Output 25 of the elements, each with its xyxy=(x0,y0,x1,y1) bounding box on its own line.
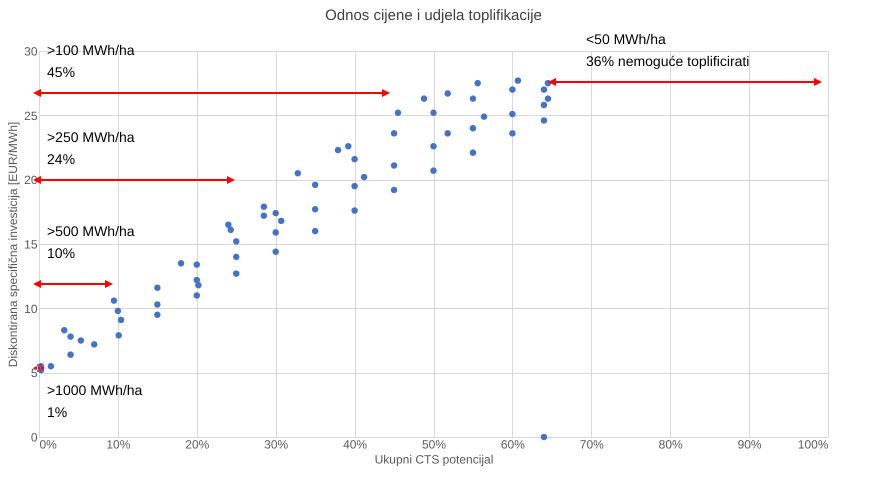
y-tick-label: 15 xyxy=(24,238,38,252)
x-tick-label: 40% xyxy=(343,438,368,452)
chart-title: Odnos cijene i udjela toplifikacije xyxy=(325,7,542,24)
x-axis-title: Ukupni CTS potencijal xyxy=(374,452,494,466)
x-tick-label: 20% xyxy=(185,438,210,452)
annotation: >250 MWh/ha 24% xyxy=(47,129,135,167)
annotation: <50 MWh/ha 36% nemoguće toplificirati xyxy=(586,31,750,69)
y-tick-label: 25 xyxy=(24,108,38,123)
x-tick-label: 70% xyxy=(580,438,604,452)
x-tick-label: 60% xyxy=(500,438,526,452)
x-tick-label: 10% xyxy=(106,438,131,452)
x-tick-label: 30% xyxy=(264,438,289,452)
y-tick-label: 30 xyxy=(24,44,38,58)
y-tick-label: 10 xyxy=(24,302,38,316)
y-tick-label: 0 xyxy=(30,430,38,444)
annotation: >500 MWh/ha 10% xyxy=(47,223,135,261)
x-tick-label: 80% xyxy=(658,438,684,452)
y-axis-title: Diskontirana specifična investicija [EUR/MWh] xyxy=(6,122,20,368)
x-tick-label: 0% xyxy=(40,438,58,452)
x-tick-label: 50% xyxy=(422,438,446,452)
x-tick-label: 100% xyxy=(798,438,829,452)
annotation: >100 MWh/ha 45% xyxy=(47,42,135,80)
y-tick-label: 5 xyxy=(30,366,38,380)
x-tick-label: 90% xyxy=(738,438,762,452)
annotation: >1000 MWh/ha 1% xyxy=(47,382,143,420)
